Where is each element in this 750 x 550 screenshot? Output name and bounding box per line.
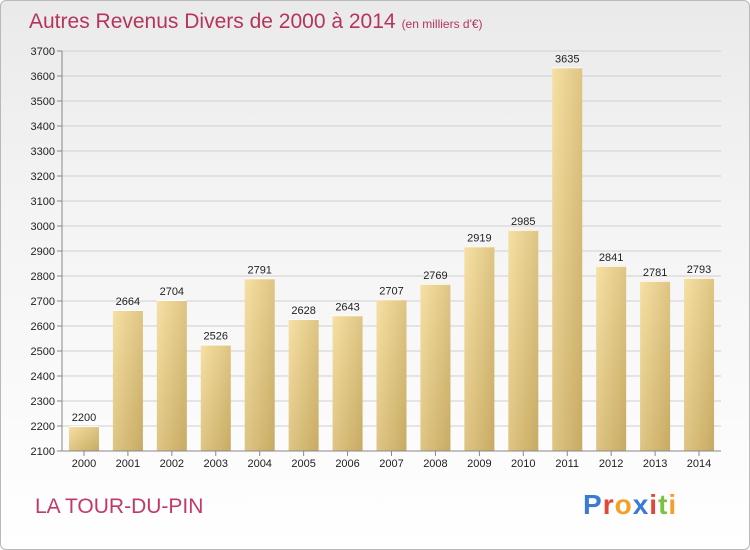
bar-2005	[288, 319, 319, 451]
value-label-2000: 2200	[72, 412, 96, 424]
value-label-2003: 2526	[204, 331, 228, 343]
x-tick-label: 2007	[379, 458, 403, 470]
bar-2001	[112, 310, 143, 451]
value-label-2006: 2643	[335, 301, 359, 313]
y-tick-label: 3500	[31, 96, 55, 108]
value-label-2008: 2769	[423, 270, 447, 282]
y-tick-label: 2500	[31, 346, 55, 358]
brand-letter: P	[583, 489, 603, 520]
x-tick-label: 2005	[291, 458, 315, 470]
value-label-2002: 2704	[160, 286, 184, 298]
brand-letter: o	[614, 489, 633, 520]
y-tick-label: 3400	[31, 121, 55, 133]
y-tick-label: 3700	[31, 46, 55, 58]
y-tick-label: 2200	[31, 421, 55, 433]
x-tick-label: 2004	[247, 458, 271, 470]
y-tick-label: 2300	[31, 396, 55, 408]
x-tick-label: 2014	[687, 458, 711, 470]
y-tick-label: 3100	[31, 196, 55, 208]
value-label-2012: 2841	[599, 252, 623, 264]
bar-2011	[552, 67, 583, 451]
y-tick-label: 2100	[31, 446, 55, 458]
value-label-2004: 2791	[247, 264, 271, 276]
value-label-2010: 2985	[511, 216, 535, 228]
bars	[68, 67, 715, 451]
bar-2014	[684, 277, 715, 451]
bar-2003	[200, 344, 231, 451]
bar-2000	[68, 426, 99, 451]
y-tick-label: 3000	[31, 221, 55, 233]
x-tick-label: 2011	[555, 458, 579, 470]
proxiti-logo[interactable]: Proxiti	[583, 489, 677, 521]
y-tick-label: 2400	[31, 371, 55, 383]
x-tick-label: 2009	[467, 458, 491, 470]
x-tick-labels: 2000 2001 2002 2003 2004 2005 2006 2007 2008 2009…	[72, 451, 711, 470]
bar-2004	[244, 278, 275, 451]
bar-2009	[464, 246, 495, 451]
x-tick-label: 2010	[511, 458, 535, 470]
value-label-2005: 2628	[291, 305, 315, 317]
city-name: LA TOUR-DU-PIN	[35, 495, 204, 518]
y-tick-label: 3300	[31, 146, 55, 158]
y-tick-label: 2900	[31, 246, 55, 258]
bar-2007	[376, 299, 407, 451]
y-tick-label: 2700	[31, 296, 55, 308]
x-tick-label: 2000	[72, 458, 96, 470]
bar-2010	[508, 229, 539, 451]
value-label-2011: 3635	[555, 53, 579, 65]
brand-letter: t	[658, 489, 669, 520]
value-label-2009: 2919	[467, 232, 491, 244]
brand-letter: i	[649, 489, 659, 520]
bar-2013	[640, 280, 671, 451]
bar-2008	[420, 283, 451, 451]
value-label-2007: 2707	[379, 285, 403, 297]
brand-letter: i	[668, 489, 678, 520]
brand-letter: x	[632, 489, 650, 520]
y-tick-label: 3600	[31, 71, 55, 83]
value-label-2001: 2664	[116, 296, 140, 308]
value-label-2014: 2793	[687, 264, 711, 276]
y-tick-label: 2600	[31, 321, 55, 333]
x-tick-label: 2003	[204, 458, 228, 470]
x-tick-label: 2012	[599, 458, 623, 470]
brand-letter: r	[602, 489, 615, 520]
bar-2002	[156, 300, 187, 451]
x-tick-label: 2006	[335, 458, 359, 470]
chart-title: Autres Revenus Divers de 2000 à 2014 (en …	[29, 10, 483, 34]
unit-note: (en milliers d'€)	[401, 17, 483, 31]
x-tick-label: 2001	[116, 458, 140, 470]
value-label-2013: 2781	[643, 267, 667, 279]
y-tick-label: 3200	[31, 171, 55, 183]
x-tick-label: 2013	[643, 458, 667, 470]
x-tick-label: 2008	[423, 458, 447, 470]
x-tick-label: 2002	[160, 458, 184, 470]
chart-title-text: Autres Revenus Divers de 2000 à 2014	[29, 10, 396, 33]
value-labels: 2200 2664 2704 2526 2791 2628 2643 2707 2769 2919…	[72, 53, 712, 424]
y-tick-labels: 2100 2200 2300 2400 2500 2600 2700 2800 2900 3000…	[31, 46, 55, 458]
bar-2006	[332, 315, 363, 451]
bar-2012	[596, 265, 627, 451]
y-tick-label: 2800	[31, 271, 55, 283]
